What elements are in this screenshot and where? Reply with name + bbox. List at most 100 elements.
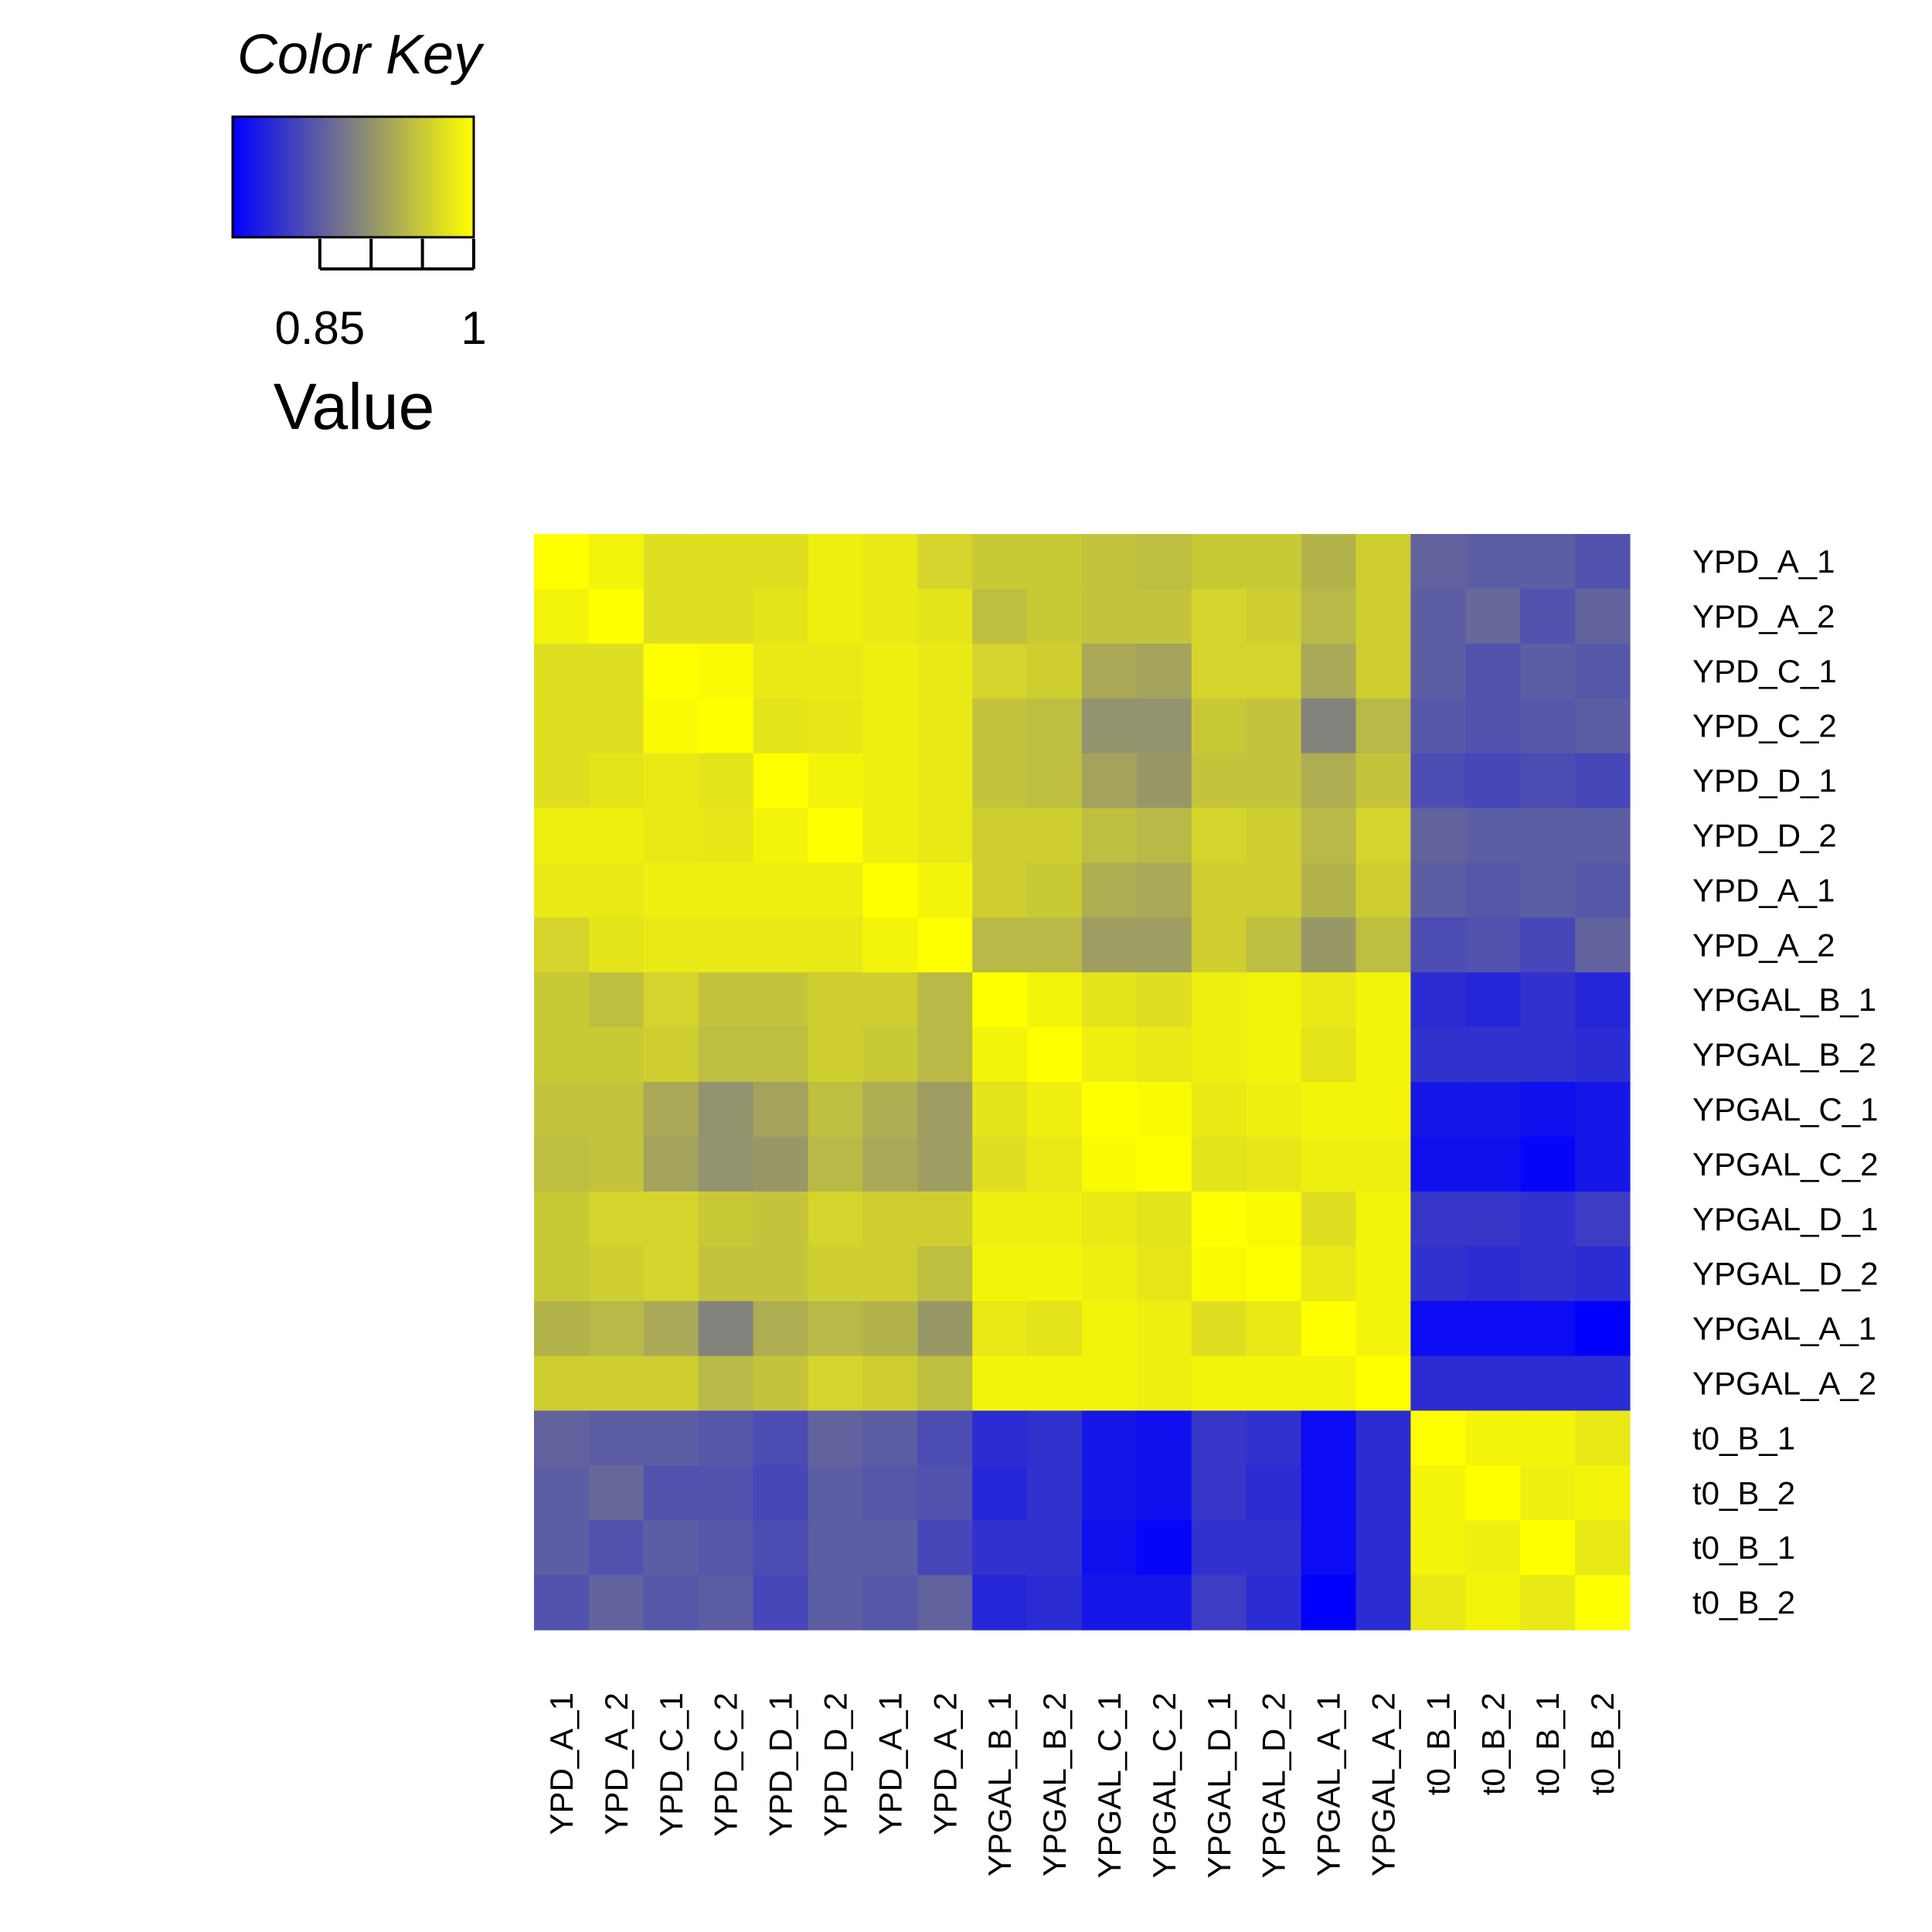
heatmap-cell: [1575, 1410, 1631, 1466]
heatmap-cell: [1136, 917, 1192, 973]
color-key-axis: 0.85 1: [274, 239, 487, 354]
heatmap-cell: [808, 1355, 863, 1411]
heatmap-cell: [808, 1136, 863, 1192]
heatmap-cell: [1136, 808, 1192, 863]
heatmap-cell: [698, 1465, 754, 1521]
heatmap-cell: [1301, 1575, 1357, 1631]
heatmap-cell: [862, 1410, 918, 1466]
heatmap-cell: [1246, 808, 1302, 863]
heatmap-cell: [808, 753, 863, 809]
heatmap-cell: [753, 1355, 809, 1411]
heatmap-cell: [534, 1520, 590, 1576]
heatmap-cell: [534, 1575, 590, 1631]
heatmap-cell: [1520, 698, 1576, 754]
heatmap-cell: [917, 972, 973, 1028]
heatmap-cell: [1465, 753, 1521, 809]
heatmap-cell: [1301, 698, 1357, 754]
heatmap-cell: [1355, 1246, 1411, 1302]
heatmap-cell: [643, 917, 699, 973]
heatmap-cell: [1520, 753, 1576, 809]
heatmap-cell: [808, 1520, 863, 1576]
heatmap-cell: [1246, 1082, 1302, 1138]
heatmap-cell: [1355, 972, 1411, 1028]
heatmap-cell: [698, 972, 754, 1028]
heatmap-cell: [534, 698, 590, 754]
heatmap-cell: [643, 698, 699, 754]
heatmap-cell: [1575, 588, 1631, 645]
column-label: YPD_A_2: [598, 1692, 634, 1835]
heatmap-cell: [1301, 1246, 1357, 1302]
heatmap-cell: [1301, 1082, 1357, 1138]
heatmap-cell: [698, 698, 754, 754]
heatmap-cell: [1136, 1082, 1192, 1138]
heatmap-cell: [1465, 917, 1521, 973]
heatmap-cell: [753, 534, 809, 590]
heatmap-cell: [1355, 808, 1411, 863]
heatmap-cell: [808, 1082, 863, 1138]
heatmap-cell: [1082, 643, 1138, 699]
heatmap-cell: [1575, 753, 1631, 809]
heatmap-cell: [1520, 1082, 1576, 1138]
heatmap-cell: [1520, 643, 1576, 699]
heatmap-cell: [588, 1082, 645, 1138]
row-labels: YPD_A_1 YPD_A_2 YPD_C_1 YPD_C_2 YPD_D_1 YPD_D…: [1692, 543, 1878, 1621]
heatmap-cell: [1355, 862, 1411, 918]
heatmap-cell: [1575, 534, 1631, 590]
column-label: YPGAL_A_2: [1365, 1692, 1401, 1876]
heatmap-cell: [862, 808, 918, 863]
heatmap-cell: [1410, 1246, 1466, 1302]
heatmap-cell: [1191, 1575, 1247, 1631]
heatmap-cell: [1136, 698, 1192, 754]
heatmap-cell: [534, 588, 590, 645]
column-label: YPGAL_B_1: [981, 1692, 1018, 1876]
heatmap-cell: [972, 534, 1028, 590]
heatmap-cell: [1246, 972, 1302, 1028]
heatmap-cell: [1465, 1082, 1521, 1138]
heatmap-cell: [643, 1082, 699, 1138]
heatmap-cell: [1355, 1520, 1411, 1576]
column-label: YPD_D_1: [763, 1692, 799, 1837]
heatmap-cell: [1465, 1410, 1521, 1466]
row-label: YPD_D_1: [1692, 763, 1837, 799]
heatmap-cell: [1136, 1246, 1192, 1302]
heatmap-cell: [588, 917, 645, 973]
heatmap-cell: [1301, 1027, 1357, 1083]
column-label: YPGAL_D_1: [1201, 1692, 1237, 1878]
heatmap-cell: [862, 588, 918, 645]
row-label: YPD_C_1: [1692, 653, 1837, 689]
heatmap-cell: [1027, 1027, 1083, 1083]
heatmap-cell: [1246, 1027, 1302, 1083]
row-label: t0_B_1: [1692, 1420, 1795, 1456]
heatmap-cell: [1355, 1191, 1411, 1247]
heatmap-cell: [862, 1027, 918, 1083]
heatmap-cell: [1355, 1465, 1411, 1521]
heatmap-cell: [1575, 862, 1631, 918]
heatmap-cell: [1136, 1136, 1192, 1192]
heatmap-cell: [534, 643, 590, 699]
heatmap-cell: [917, 753, 973, 809]
heatmap-cell: [972, 1355, 1028, 1411]
heatmap-cell: [643, 753, 699, 809]
row-label: YPD_A_2: [1692, 598, 1835, 634]
row-label: YPGAL_C_1: [1692, 1091, 1878, 1128]
heatmap-cell: [698, 1027, 754, 1083]
heatmap-cell: [1301, 1355, 1357, 1411]
heatmap-cell: [808, 1027, 863, 1083]
heatmap-cell: [1136, 972, 1192, 1028]
heatmap-cell: [1520, 1301, 1576, 1357]
heatmap-cell: [1136, 643, 1192, 699]
heatmap-cell: [1246, 1246, 1302, 1302]
heatmap-cell: [534, 862, 590, 918]
heatmap-cell: [1246, 1301, 1302, 1357]
heatmap-cell: [588, 698, 645, 754]
heatmap-cell: [1191, 1136, 1247, 1192]
heatmap-cell: [1027, 1136, 1083, 1192]
heatmap-cell: [1465, 1520, 1521, 1576]
heatmap-cell: [1191, 1027, 1247, 1083]
heatmap-cell: [1191, 862, 1247, 918]
heatmap-cell: [1520, 1136, 1576, 1192]
heatmap-cell: [1136, 534, 1192, 590]
heatmap-cell: [1355, 917, 1411, 973]
heatmap-cell: [862, 862, 918, 918]
heatmap-cell: [1082, 1520, 1138, 1576]
